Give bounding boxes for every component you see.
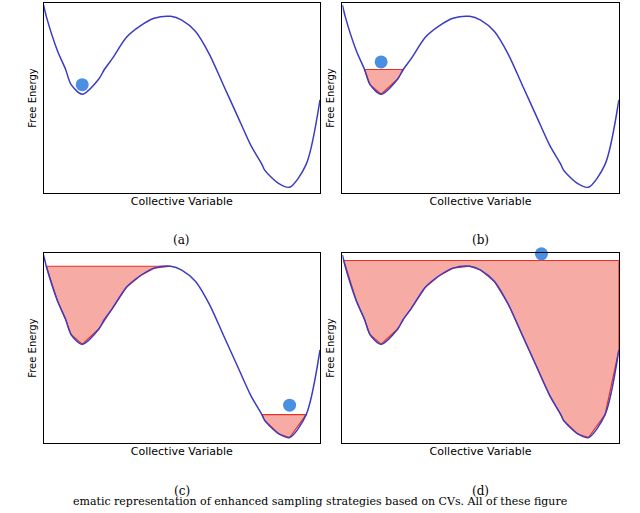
svg-text:(d): (d) [472, 484, 489, 498]
svg-text:(b): (b) [472, 233, 489, 247]
svg-text:(c): (c) [174, 484, 190, 498]
svg-text:Free Energy: Free Energy [325, 318, 336, 377]
svg-text:Collective Variable: Collective Variable [131, 445, 233, 458]
svg-text:Free Energy: Free Energy [27, 68, 38, 127]
svg-text:Collective Variable: Collective Variable [131, 195, 233, 208]
svg-text:ematic representation of enhan: ematic representation of enhanced sampli… [73, 495, 567, 508]
svg-text:Collective Variable: Collective Variable [430, 445, 532, 458]
svg-text:Free Energy: Free Energy [27, 318, 38, 377]
svg-text:Collective Variable: Collective Variable [430, 195, 532, 208]
svg-text:Free Energy: Free Energy [325, 68, 336, 127]
svg-text:(a): (a) [173, 233, 190, 247]
